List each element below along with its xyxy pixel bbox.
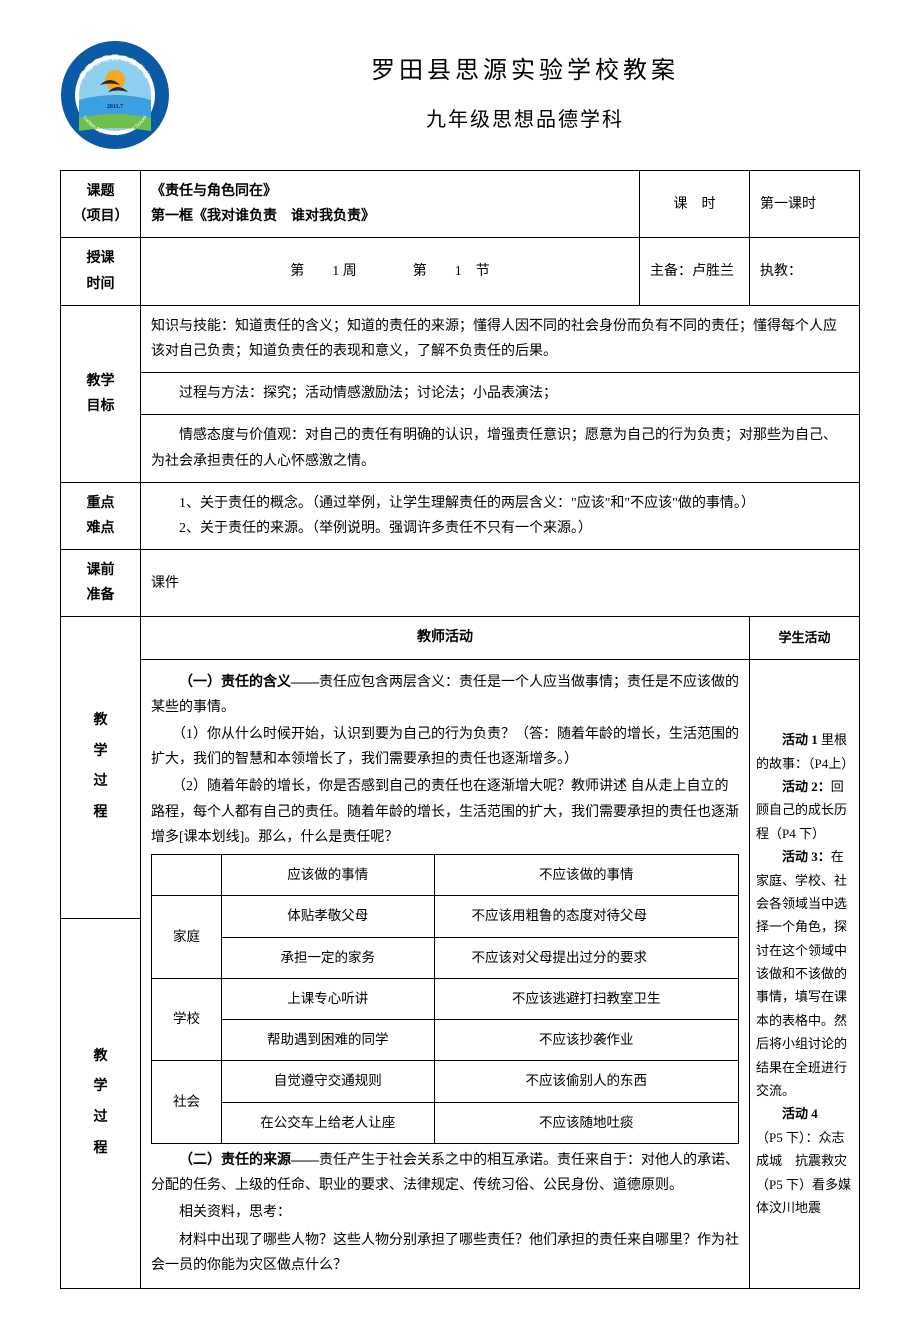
a1-lead: 活动 1 — [782, 732, 818, 747]
lesson-plan-table: 课题 （项目） 《责任与角色同在》 第一框《我对谁负责 谁对我负责》 课 时 第… — [60, 170, 860, 1289]
time-label: 授课 时间 — [61, 238, 141, 305]
p4-lead: （二）责任的来源—— — [179, 1153, 319, 1168]
cell: 不应该对父母提出过分的要求 — [434, 937, 738, 978]
cell: 帮助遇到困难的同学 — [222, 1020, 435, 1061]
cell: 不应该用粗鲁的态度对待父母 — [434, 896, 738, 937]
process-label-2: 教 学 过 程 — [61, 918, 141, 1288]
cell: 不应该逃避打扫教室卫生 — [434, 978, 738, 1019]
teacher-cell: 执教： — [750, 238, 860, 305]
document-header: 2011.7 罗 田 县 思 源 实 验 学 校 Luotian Siyuan … — [60, 40, 860, 150]
row-process-header: 教 学 过 程 教师活动 学生活动 — [61, 617, 860, 659]
goal-p2: 过程与方法：探究；活动情感激励法；讨论法；小品表演法； — [141, 373, 860, 415]
cell: 不应该随地吐痰 — [434, 1102, 738, 1143]
inner-row: 在公交车上给老人让座不应该随地吐痰 — [152, 1102, 739, 1143]
cell: 不应该抄袭作业 — [434, 1020, 738, 1061]
a2-lead: 活动 2： — [782, 779, 831, 794]
row-focus: 重点 难点 1、关于责任的概念。（通过举例，让学生理解责任的两层含义："应该"和… — [61, 482, 860, 549]
teacher-p2: （1）你从什么时候开始，认识到要为自己的行为负责？（答：随着年龄的增长，生活范围… — [151, 722, 739, 772]
cell: 自觉遵守交通规则 — [222, 1061, 435, 1102]
cat-school: 学校 — [152, 978, 222, 1061]
cell: 不应该偷别人的东西 — [434, 1061, 738, 1102]
teacher-p4: （二）责任的来源——责任产生于社会关系之中的相互承诺。责任来自于：对他人的承诺、… — [151, 1148, 739, 1198]
row-goal-2: 过程与方法：探究；活动情感激励法；讨论法；小品表演法； — [61, 373, 860, 415]
subject-title: 九年级思想品德学科 — [190, 103, 860, 132]
a4-rest: （P5 下）：众志成城 抗震救灾（P5 下）看多媒体汶川地震 — [756, 1130, 851, 1215]
focus-text: 1、关于责任的概念。（通过举例，让学生理解责任的两层含义："应该"和"不应该"做… — [141, 482, 860, 549]
student-a4: 活动 4 （P5 下）：众志成城 抗震救灾（P5 下）看多媒体汶川地震 — [756, 1102, 853, 1219]
cell: 在公交车上给老人让座 — [222, 1102, 435, 1143]
responsibility-table: 应该做的事情 不应该做的事情 家庭体贴孝敬父母 不应该用粗鲁的态度对待父母 承担… — [151, 854, 739, 1144]
title-block: 罗田县思源实验学校教案 九年级思想品德学科 — [190, 40, 860, 132]
prep-text: 课件 — [141, 550, 860, 617]
cell: 承担一定的家务 — [222, 937, 435, 978]
svg-text:2011.7: 2011.7 — [107, 104, 123, 110]
row-goal-3: 情感态度与价值观：对自己的责任有明确的认识，增强责任意识；愿意为自己的行为负责；… — [61, 415, 860, 482]
process-label-1: 教 学 过 程 — [61, 617, 141, 918]
row-goal-1: 教学 目标 知识与技能：知道责任的含义；知道的责任的来源；懂得人因不同的社会身份… — [61, 305, 860, 372]
main-prep: 主备：卢胜兰 — [640, 238, 750, 305]
teacher-p1: （一）责任的含义——责任应包含两层含义：责任是一个人应当做事情；责任是不应该做的… — [151, 670, 739, 720]
cell: 上课专心听讲 — [222, 978, 435, 1019]
time-week: 第 1 周 第 1 节 — [141, 238, 640, 305]
teacher-activity-body: （一）责任的含义——责任应包含两层含义：责任是一个人应当做事情；责任是不应该做的… — [141, 659, 750, 1288]
a3-rest: 在家庭、学校、社会各领域当中选择一个角色，探讨在这个领域中该做和不该做的事情，填… — [756, 849, 847, 1098]
p1-lead: （一）责任的含义—— — [179, 675, 319, 690]
a4-lead: 活动 4 — [782, 1106, 818, 1121]
inner-row: 学校上课专心听讲不应该逃避打扫教室卫生 — [152, 978, 739, 1019]
topic-value: 《责任与角色同在》 第一框《我对谁负责 谁对我负责》 — [141, 171, 640, 238]
col-not: 不应该做的事情 — [434, 854, 738, 895]
student-a2: 活动 2：回顾自己的成长历程（P4 下） — [756, 775, 853, 845]
prep-label: 课前 准备 — [61, 550, 141, 617]
inner-row: 帮助遇到困难的同学不应该抄袭作业 — [152, 1020, 739, 1061]
goal-label: 教学 目标 — [61, 305, 141, 482]
focus-label: 重点 难点 — [61, 482, 141, 549]
inner-row: 家庭体贴孝敬父母 不应该用粗鲁的态度对待父母 — [152, 896, 739, 937]
teacher-activity-header: 教师活动 — [141, 617, 750, 659]
inner-row: 承担一定的家务 不应该对父母提出过分的要求 — [152, 937, 739, 978]
school-logo: 2011.7 罗 田 县 思 源 实 验 学 校 Luotian Siyuan … — [60, 40, 170, 150]
cat-society: 社会 — [152, 1061, 222, 1144]
student-a3: 活动 3：在家庭、学校、社会各领域当中选择一个角色，探讨在这个领域中该做和不该做… — [756, 845, 853, 1102]
cell: 体贴孝敬父母 — [222, 896, 435, 937]
col-should: 应该做的事情 — [222, 854, 435, 895]
row-prep: 课前 准备 课件 — [61, 550, 860, 617]
topic-label: 课题 （项目） — [61, 171, 141, 238]
period-value: 第一课时 — [750, 171, 860, 238]
cat-family: 家庭 — [152, 896, 222, 979]
logo-svg: 2011.7 罗 田 县 思 源 实 验 学 校 Luotian Siyuan … — [60, 40, 170, 150]
inner-header: 应该做的事情 不应该做的事情 — [152, 854, 739, 895]
goal-p1: 知识与技能：知道责任的含义；知道的责任的来源；懂得人因不同的社会身份而负有不同的… — [141, 305, 860, 372]
row-topic: 课题 （项目） 《责任与角色同在》 第一框《我对谁负责 谁对我负责》 课 时 第… — [61, 171, 860, 238]
student-a1: 活动 1 里根的故事：（P4上） — [756, 728, 853, 775]
teacher-p5: 相关资料，思考： — [151, 1200, 739, 1225]
row-time: 授课 时间 第 1 周 第 1 节 主备：卢胜兰 执教： — [61, 238, 860, 305]
inner-empty — [152, 854, 222, 895]
main-prep-label: 主备： — [650, 264, 692, 279]
goal-p3: 情感态度与价值观：对自己的责任有明确的认识，增强责任意识；愿意为自己的行为负责；… — [141, 415, 860, 482]
a3-lead: 活动 3： — [782, 849, 831, 864]
main-prep-name: 卢胜兰 — [692, 264, 734, 279]
student-activity-body: 活动 1 里根的故事：（P4上） 活动 2：回顾自己的成长历程（P4 下） 活动… — [750, 659, 860, 1288]
teacher-p6: 材料中出现了哪些人物？这些人物分别承担了哪些责任？他们承担的责任来自哪里？作为社… — [151, 1228, 739, 1278]
inner-row: 社会自觉遵守交通规则不应该偷别人的东西 — [152, 1061, 739, 1102]
student-activity-header: 学生活动 — [750, 617, 860, 659]
period-label: 课 时 — [640, 171, 750, 238]
row-process-body-1: （一）责任的含义——责任应包含两层含义：责任是一个人应当做事情；责任是不应该做的… — [61, 659, 860, 918]
school-title: 罗田县思源实验学校教案 — [190, 50, 860, 85]
teacher-p3: （2）随着年龄的增长，你是否感到自己的责任也在逐渐增大呢？教师讲述 自从走上自立… — [151, 774, 739, 850]
